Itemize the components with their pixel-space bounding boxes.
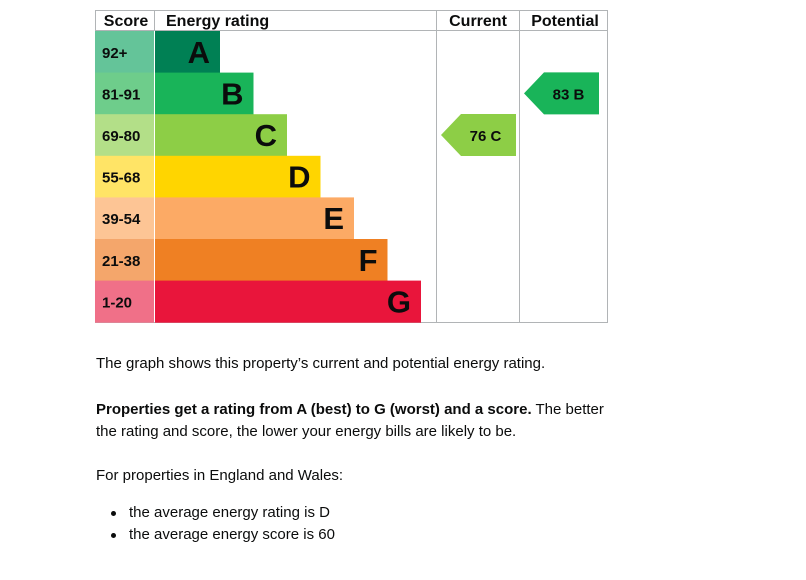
- band-letter: D: [288, 160, 310, 195]
- potential-rating-marker-arrow: [524, 72, 599, 115]
- band-score-range: 21-38: [102, 253, 140, 270]
- rating-explanation-rest: The better the rating and score, the low…: [96, 401, 604, 440]
- rating-markers: 76 C 83 B: [441, 72, 599, 156]
- band-bar: [155, 72, 254, 115]
- band-bar: [155, 114, 287, 157]
- band-letter: A: [188, 35, 210, 70]
- england-wales-intro: For properties in England and Wales:: [96, 467, 344, 484]
- band-letter: B: [221, 76, 243, 111]
- band-bar: [155, 239, 388, 282]
- band-letter: F: [359, 243, 378, 278]
- band-bar: [155, 280, 421, 323]
- band-bar: [155, 197, 354, 240]
- band-score-cell: [95, 114, 154, 157]
- header-potential: Potential: [531, 13, 599, 30]
- current-rating-marker: 76 C: [441, 114, 516, 156]
- band-d: 55-68 D: [95, 155, 321, 198]
- band-e: 39-54 E: [95, 197, 354, 240]
- band-score-range: 55-68: [102, 170, 140, 187]
- band-score-range: 69-80: [102, 128, 140, 145]
- band-g: 1-20 G: [95, 280, 421, 323]
- rating-explanation: Properties get a rating from A (best) to…: [96, 399, 616, 443]
- averages-list: the average energy rating is D the avera…: [96, 502, 335, 546]
- rating-bands: 92+ A 81-91 B 69-80 C 55-68 D 39-54 E 21-38 F 1-20 G: [95, 31, 421, 323]
- potential-rating-marker: 83 B: [524, 72, 599, 115]
- band-score-cell: [95, 197, 154, 240]
- energy-rating-chart: Score Energy rating Current Potential 92…: [95, 10, 608, 323]
- header-current: Current: [449, 13, 507, 30]
- band-bar: [155, 155, 321, 198]
- band-f: 21-38 F: [95, 239, 388, 282]
- band-score-cell: [95, 155, 154, 198]
- band-letter: E: [323, 201, 344, 236]
- band-c: 69-80 C: [95, 114, 287, 157]
- header-energy-rating: Energy rating: [166, 13, 269, 30]
- band-score-cell: [95, 280, 154, 323]
- band-score-cell: [95, 72, 154, 115]
- header-score: Score: [104, 13, 149, 30]
- chart-description: The graph shows this property’s current …: [96, 355, 546, 372]
- band-bar: [155, 31, 220, 74]
- band-score-cell: [95, 239, 154, 282]
- band-b: 81-91 B: [95, 72, 254, 115]
- band-score-range: 39-54: [102, 211, 141, 228]
- band-score-range: 1-20: [102, 294, 132, 311]
- rating-explanation-bold: Properties get a rating from A (best) to…: [96, 401, 532, 418]
- band-score-cell: [95, 31, 154, 74]
- current-rating-marker-arrow: [441, 114, 516, 156]
- list-item: the average energy score is 60: [96, 524, 335, 546]
- potential-rating-marker-label: 83 B: [553, 86, 585, 103]
- band-score-range: 81-91: [102, 86, 140, 103]
- current-rating-marker-label: 76 C: [470, 128, 502, 145]
- band-letter: C: [255, 118, 277, 153]
- band-a: 92+ A: [95, 31, 220, 74]
- band-score-range: 92+: [102, 45, 128, 62]
- list-item: the average energy rating is D: [96, 502, 335, 524]
- band-letter: G: [387, 284, 411, 319]
